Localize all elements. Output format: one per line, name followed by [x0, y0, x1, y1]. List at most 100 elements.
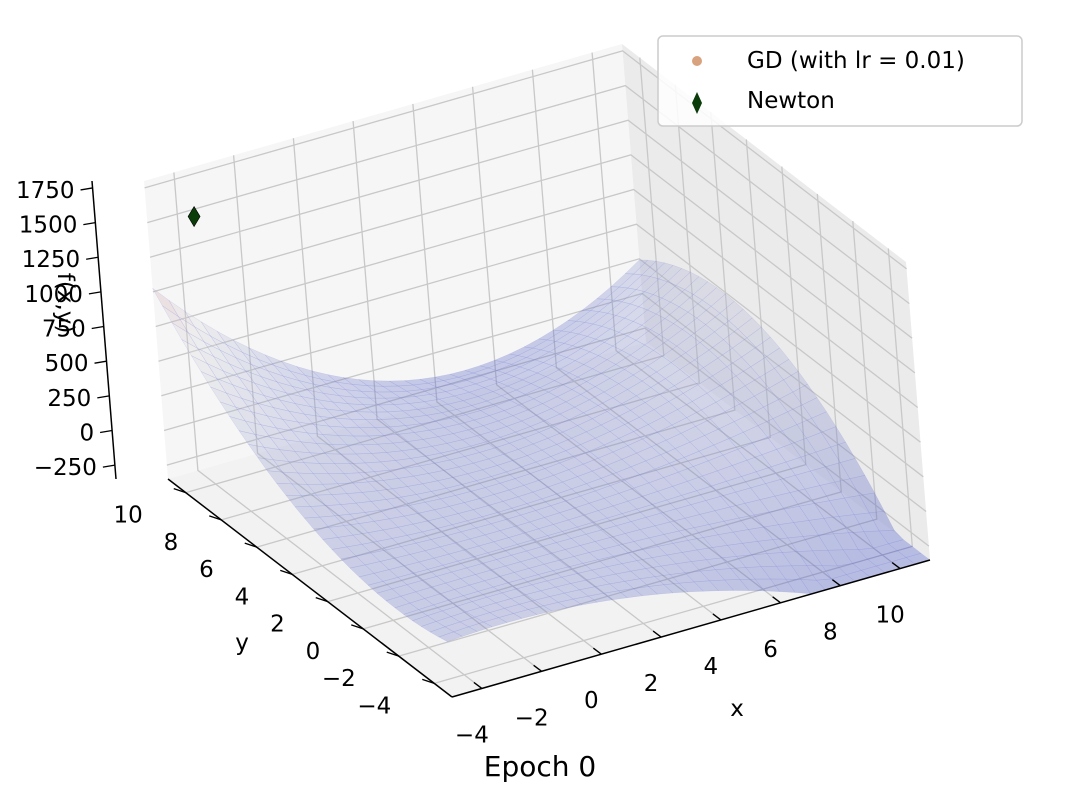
- surface-patch: [493, 537, 519, 549]
- grid-line-y: [292, 139, 771, 576]
- surface-patch: [418, 376, 445, 384]
- surface-patch: [659, 385, 684, 402]
- surface-patch: [716, 465, 742, 482]
- surface-patch: [713, 438, 739, 456]
- surface-patch: [263, 395, 290, 412]
- surface-patch: [538, 524, 563, 536]
- surface-patch: [606, 513, 632, 527]
- surface-patch: [591, 359, 617, 374]
- surface-patch: [266, 415, 293, 432]
- z-tick-mark: [99, 429, 113, 434]
- surface-patch: [597, 555, 623, 568]
- surface-patch: [757, 418, 783, 438]
- surface-patch: [451, 380, 477, 389]
- surface-patch: [804, 485, 830, 504]
- surface-patch: [517, 347, 542, 358]
- surface-patch: [638, 349, 663, 367]
- surface-patch: [443, 466, 469, 478]
- surface-patch: [269, 387, 296, 405]
- surface-patch: [184, 311, 211, 337]
- surface-patch: [171, 322, 199, 350]
- surface-patch: [783, 505, 810, 523]
- surface-patch: [382, 577, 408, 590]
- surface-patch: [859, 492, 885, 514]
- surface-patch: [663, 471, 689, 487]
- surface-patch: [612, 445, 638, 460]
- surface-patch: [313, 527, 339, 540]
- surface-patch: [508, 437, 534, 450]
- y-tick-mark: [280, 569, 293, 575]
- surface-patch: [449, 370, 475, 378]
- surface-patch: [635, 276, 660, 292]
- surface-patch: [667, 268, 691, 286]
- z-tick-label: 500: [45, 351, 89, 377]
- surface-patch: [471, 400, 497, 411]
- surface-patch: [496, 460, 522, 473]
- surface-patch: [698, 444, 724, 462]
- surface-patch: [775, 565, 802, 580]
- surface-patch: [621, 452, 647, 468]
- surface-patch: [403, 561, 429, 574]
- surface-patch: [300, 441, 327, 454]
- surface-patch: [407, 439, 433, 450]
- surface-patch: [392, 441, 418, 452]
- surface-patch: [735, 366, 761, 387]
- surface-patch: [645, 565, 671, 577]
- surface-patch: [618, 541, 644, 554]
- surface-patch: [178, 316, 205, 343]
- surface-patch: [721, 375, 746, 395]
- surface-patch: [342, 377, 369, 387]
- surface-patch: [839, 458, 866, 479]
- surface-patch: [466, 469, 492, 481]
- surface-patch: [523, 432, 549, 445]
- surface-patch: [632, 309, 657, 326]
- surface-patch: [322, 434, 348, 446]
- surface-patch: [388, 468, 415, 479]
- surface-patch: [469, 534, 495, 547]
- surface-patch: [550, 450, 576, 464]
- surface-patch: [626, 324, 651, 341]
- surface-patch: [520, 461, 546, 474]
- surface-patch: [555, 538, 581, 550]
- surface-patch: [686, 409, 711, 427]
- surface-patch: [624, 259, 649, 275]
- surface-patch: [683, 450, 709, 467]
- surface-patch: [529, 420, 555, 433]
- surface-patch: [502, 496, 528, 509]
- surface-patch: [598, 299, 623, 314]
- surface-patch: [733, 414, 759, 433]
- surface-patch: [475, 523, 501, 536]
- surface-patch: [244, 370, 272, 389]
- side-wall-pane: [622, 44, 930, 560]
- surface-patch: [355, 552, 381, 566]
- surface-patch: [723, 328, 748, 349]
- surface-patch: [523, 528, 549, 541]
- surface-patch: [574, 451, 599, 465]
- surface-patch: [494, 400, 520, 411]
- surface-patch: [474, 612, 500, 623]
- surface-patch: [421, 387, 447, 395]
- surface-patch: [291, 483, 317, 496]
- surface-patch: [430, 582, 456, 595]
- surface-patch: [481, 465, 507, 477]
- y-tick-mark: [173, 488, 186, 494]
- surface-patch: [627, 495, 653, 510]
- surface-patch: [451, 567, 477, 579]
- surface-patch: [662, 409, 688, 426]
- surface-patch: [633, 482, 659, 497]
- surface-patch: [397, 475, 424, 487]
- surface-patch: [617, 588, 644, 598]
- surface-patch: [364, 510, 390, 522]
- surface-patch: [827, 549, 853, 567]
- surface-patch: [552, 566, 578, 578]
- surface-patch: [403, 609, 428, 621]
- surface-patch: [547, 384, 573, 398]
- surface-patch: [591, 566, 617, 578]
- surface-patch: [693, 524, 719, 538]
- y-axis-line: [167, 478, 453, 698]
- surface-patch: [331, 493, 357, 505]
- surface-patch: [546, 531, 572, 543]
- surface-patch: [487, 361, 513, 371]
- surface-patch: [254, 382, 281, 401]
- surface-patch: [190, 355, 218, 380]
